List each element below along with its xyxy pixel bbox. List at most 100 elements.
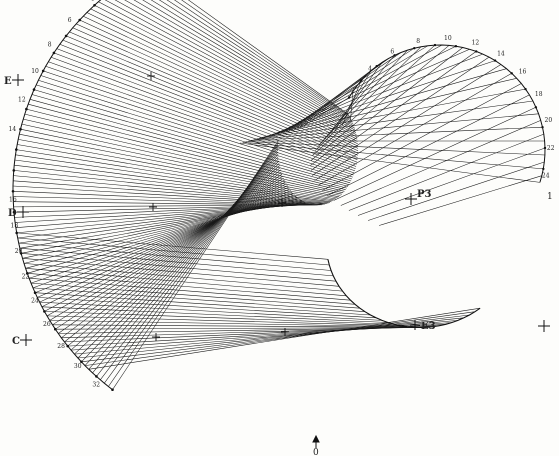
fan-line (37, 297, 377, 319)
inner-return-curve (327, 259, 481, 329)
left-fan-rim (12, 0, 113, 391)
rim-tick (534, 106, 538, 109)
label-p3: P3 (417, 189, 432, 200)
rim-tick (41, 69, 45, 73)
fan-line (37, 188, 290, 298)
fan-line (35, 292, 371, 316)
fan-line (16, 149, 335, 201)
rim-tick (454, 45, 458, 48)
fan-line (79, 19, 359, 149)
cross-marker-inner-5 (278, 199, 286, 207)
fan-line (90, 8, 358, 142)
fan-line (49, 320, 408, 327)
fan-line (21, 253, 337, 282)
fan-line (13, 196, 321, 206)
rim-tick (12, 210, 16, 214)
rim-label-right: 18 (535, 91, 543, 98)
rim-tick (413, 47, 416, 50)
rim-tick (524, 87, 527, 91)
fan-line (88, 154, 279, 370)
rim-tick (78, 18, 81, 22)
rim-label-bottom: 28 (57, 343, 65, 350)
fan-line (81, 158, 279, 362)
rim-label-right: 22 (547, 145, 555, 152)
fan-line (29, 99, 349, 187)
fan-line (18, 139, 338, 199)
fan-line (70, 322, 453, 351)
fan-line (142, 0, 355, 127)
fan-line (22, 258, 340, 287)
rim-tick (25, 107, 28, 111)
cross-marker-p3 (405, 193, 417, 205)
label-c: C (12, 336, 20, 347)
fan-line (61, 171, 282, 339)
fan-line (14, 159, 332, 203)
label-e: E (4, 76, 12, 87)
rim-label-right: 10 (444, 35, 452, 42)
fan-line (264, 68, 507, 138)
fan-line (45, 66, 355, 174)
fan-line (318, 49, 408, 146)
rim-tick (433, 43, 437, 47)
fan-line (310, 45, 450, 161)
fan-line (181, 0, 350, 117)
fan-line (43, 70, 354, 176)
fan-line (322, 83, 522, 191)
rim-tick (54, 327, 57, 331)
fan-line (49, 179, 285, 321)
fan-line (52, 324, 414, 328)
fan-line (74, 163, 280, 355)
fan-line (32, 191, 293, 289)
fan-line (41, 306, 389, 323)
fan-line (86, 12, 358, 145)
rim-label-right: 12 (472, 39, 480, 46)
label-d: D (8, 208, 17, 219)
rim-label-bottom: 24 (31, 298, 39, 305)
fan-line (17, 237, 330, 266)
fan-line (20, 128, 341, 196)
fan-line (239, 142, 540, 183)
rim-tick (43, 310, 46, 313)
rim-label-bottom: 26 (43, 321, 51, 328)
fan-line (27, 273, 351, 301)
fan-line (41, 185, 288, 308)
rim-label-right: 4 (368, 65, 372, 72)
fan-line (368, 161, 545, 221)
fan-line (23, 118, 344, 194)
rim-tick (33, 291, 37, 295)
rim-tick (111, 388, 114, 392)
fan-line (267, 60, 496, 137)
fan-line (28, 103, 347, 189)
fan-line (314, 64, 502, 181)
fan-line (30, 282, 360, 309)
label-e3: E3 (421, 321, 436, 332)
fan-line (357, 147, 546, 216)
rim-label-left: 10 (31, 68, 39, 75)
fan-line (21, 123, 342, 195)
fan-line (166, 0, 352, 121)
fan-line (31, 94, 350, 185)
fan-line (188, 0, 349, 115)
fan-line (84, 311, 476, 366)
rim-label-bottom: 32 (92, 381, 100, 388)
fan-line (12, 185, 324, 205)
rim-tick (542, 167, 545, 171)
rim-tick (11, 190, 15, 193)
rim-tick (475, 50, 478, 53)
fan-line (114, 0, 357, 133)
fan-line (327, 94, 530, 196)
cross-marker-inner-3 (152, 333, 160, 341)
rim-label-right: 8 (416, 38, 420, 45)
cross-marker-inner-2 (149, 203, 157, 211)
fan-line (17, 144, 337, 200)
label-bottom: 0 (313, 448, 319, 456)
rim-label-bottom: 16 (9, 196, 17, 203)
fan-line (46, 315, 401, 326)
fan-line (39, 301, 383, 321)
rim-tick (493, 59, 497, 62)
cross-marker-inner-1 (147, 72, 155, 80)
rim-tick (360, 79, 363, 82)
cross-marker-c (20, 334, 32, 346)
fan-line (261, 78, 517, 138)
fan-line (158, 0, 353, 123)
